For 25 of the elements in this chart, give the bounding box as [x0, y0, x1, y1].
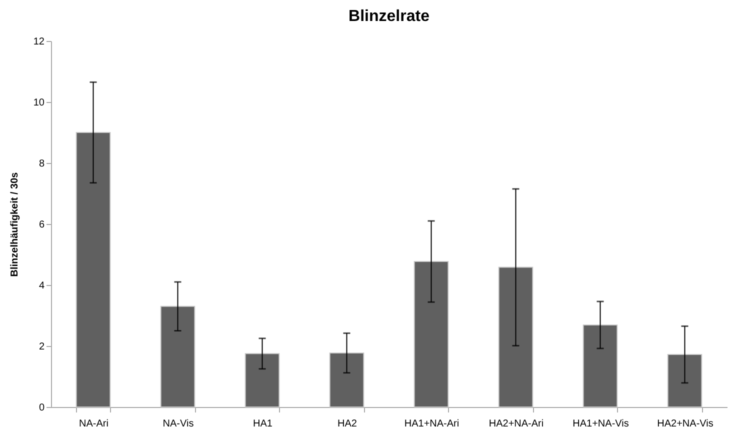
bar: [667, 354, 702, 408]
y-tick-label: 12: [33, 36, 45, 48]
bar: [414, 261, 449, 408]
y-tick-label: 0: [38, 402, 45, 414]
bar: [244, 353, 280, 408]
x-tick-label: HA1+NA-Ari: [404, 418, 460, 430]
y-tick-label: 2: [38, 342, 45, 352]
bar: [498, 266, 534, 408]
x-tick-label: HA2: [338, 418, 358, 430]
x-tick-label: NA-Vis: [162, 418, 194, 430]
bar: [329, 352, 364, 408]
x-tick-label: NA-Ari: [79, 418, 108, 430]
x-tick-label: HA1: [253, 418, 273, 430]
chart-title: Blinzelrate: [348, 8, 430, 25]
y-tick-label: 4: [38, 280, 45, 292]
bar: [76, 132, 111, 408]
x-tick-label: HA2+NA-Vis: [657, 418, 714, 430]
x-tick-label: HA1+NA-Vis: [572, 418, 629, 430]
y-axis-title: Blinzelhäufigkeit / 30s: [9, 172, 20, 277]
y-tick-label: 6: [38, 220, 45, 230]
x-tick-label: HA2+NA-Ari: [488, 418, 544, 430]
y-tick-label: 10: [33, 98, 45, 108]
bar: [160, 306, 196, 408]
bar: [582, 324, 618, 408]
y-tick-label: 8: [38, 158, 45, 170]
